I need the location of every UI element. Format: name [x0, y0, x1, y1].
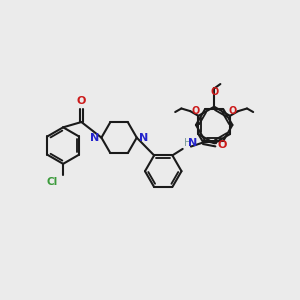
Text: O: O [229, 106, 237, 116]
Text: N: N [188, 138, 197, 148]
Text: O: O [191, 106, 200, 116]
Text: H: H [184, 138, 191, 148]
Text: O: O [210, 87, 218, 97]
Text: O: O [77, 96, 86, 106]
Text: O: O [218, 140, 227, 150]
Text: N: N [90, 133, 100, 142]
Text: Cl: Cl [46, 177, 58, 187]
Text: N: N [139, 133, 148, 142]
